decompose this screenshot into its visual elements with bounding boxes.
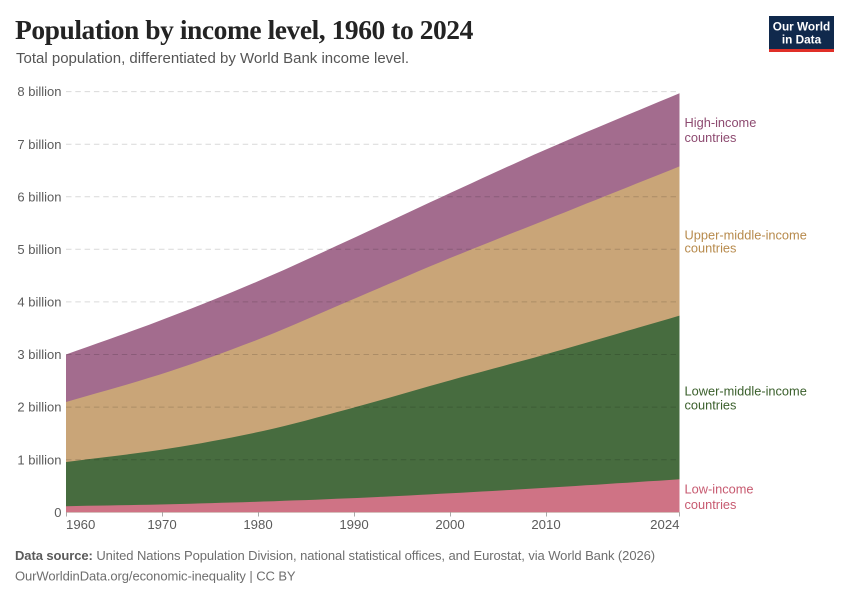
svg-text:1990: 1990 [339,517,368,532]
svg-text:1960: 1960 [66,517,95,532]
svg-text:7 billion: 7 billion [17,137,61,152]
svg-text:1970: 1970 [147,517,176,532]
svg-text:Total population, differentiat: Total population, differentiated by Worl… [16,50,409,67]
svg-text:2024: 2024 [650,517,679,532]
svg-text:countries: countries [685,130,737,145]
svg-text:countries: countries [685,240,737,255]
svg-text:Lower-middle-income: Lower-middle-income [685,384,807,399]
svg-text:Our World: Our World [773,20,830,34]
svg-text:1980: 1980 [243,517,272,532]
svg-text:Population by income level, 19: Population by income level, 1960 to 2024 [15,14,474,45]
svg-text:0: 0 [54,505,61,520]
svg-text:2000: 2000 [435,517,464,532]
svg-text:2 billion: 2 billion [17,400,61,415]
svg-text:in Data: in Data [782,32,822,46]
svg-text:1 billion: 1 billion [17,452,61,467]
svg-text:Low-income: Low-income [685,482,754,497]
svg-text:countries: countries [685,397,737,412]
svg-text:4 billion: 4 billion [17,295,61,310]
svg-text:Data source: United Nations Po: Data source: United Nations Population D… [15,548,655,563]
svg-text:OurWorldinData.org/economic-in: OurWorldinData.org/economic-inequality |… [15,569,296,584]
svg-text:countries: countries [685,497,737,512]
svg-text:5 billion: 5 billion [17,242,61,257]
svg-text:2010: 2010 [531,517,560,532]
svg-text:High-income: High-income [685,115,757,130]
svg-text:6 billion: 6 billion [17,189,61,204]
svg-text:Upper-middle-income: Upper-middle-income [685,227,807,242]
svg-text:3 billion: 3 billion [17,347,61,362]
svg-text:8 billion: 8 billion [17,84,61,99]
